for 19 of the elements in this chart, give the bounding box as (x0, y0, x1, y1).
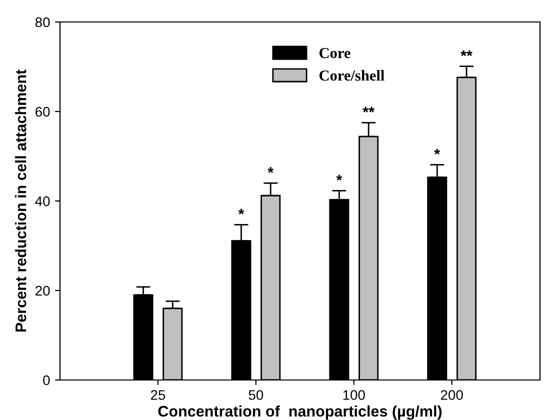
x-tick-label: 50 (248, 390, 264, 400)
y-tick-label: 80 (35, 17, 50, 28)
y-tick-label: 40 (35, 196, 50, 206)
data-label: * (336, 174, 342, 180)
y-axis-title: Percent reduction in cell attachment (15, 70, 26, 332)
x-axis-title: Concentration of nanoparticles (µg/ml) (158, 405, 442, 420)
legend-label: Core/shell (320, 70, 384, 81)
data-label: ** (460, 50, 472, 56)
y-tick-label: 0 (43, 375, 50, 386)
data-label: ** (362, 106, 374, 112)
x-tick-label: 25 (150, 390, 166, 400)
y-tick-label: 20 (36, 286, 50, 296)
data-label: * (434, 148, 440, 155)
legend-label: Core (320, 48, 350, 58)
data-label: * (268, 167, 274, 173)
x-tick-label: 100 (343, 390, 365, 400)
x-tick-label: 200 (440, 390, 463, 400)
data-label: * (238, 208, 244, 214)
y-tick-label: 60 (36, 106, 50, 117)
